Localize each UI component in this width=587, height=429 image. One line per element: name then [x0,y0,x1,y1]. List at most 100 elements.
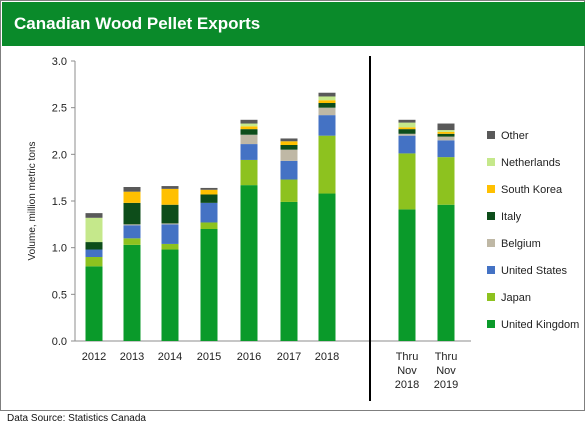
bar-segment-italy [280,145,298,150]
bar-segment-united-states [280,160,298,180]
x-tick-label: 2013 [120,351,144,363]
legend-label-netherlands: Netherlands [501,157,561,169]
bar-segment-belgium [437,136,455,141]
legend-swatch-netherlands [487,158,495,166]
bar-segment-netherlands [240,123,258,127]
bar-segment-united-kingdom [161,249,179,341]
bar-segment-belgium [161,223,179,225]
chart-title: Canadian Wood Pellet Exports [14,14,261,33]
bar-segment-italy [161,204,179,224]
bar-segment-south-korea [240,126,258,130]
legend-swatch-south-korea [487,185,495,193]
bar-segment-united-states [318,115,336,136]
bar-segment-belgium [240,134,258,145]
bar-segment-other [85,213,103,218]
y-tick-label: 1.5 [52,196,67,208]
bar-segment-japan [437,157,455,205]
x-tick-label: 2017 [277,351,301,363]
bar-segment-japan [85,257,103,267]
legend-label-japan: Japan [501,292,531,304]
bar-segment-japan [318,135,336,194]
x-tick-label: 2012 [82,351,106,363]
legend-label-other: Other [501,130,529,142]
bar-segment-japan [280,179,298,202]
bar-segment-united-states [85,249,103,257]
bar-segment-japan [123,238,141,245]
x-tick-label: 2018 [315,351,339,363]
bar-segment-belgium [123,224,141,226]
bar-segment-south-korea [280,141,298,145]
bar-segment-south-korea [398,127,416,130]
y-tick-label: 2.0 [52,149,67,161]
bar-segment-united-states [200,202,218,223]
bar-segment-japan [398,153,416,210]
bar-segment-italy [240,129,258,135]
bar-segment-united-states [398,135,416,154]
x-tick-label: Thru Nov 2019 [434,351,458,391]
bar-segment-united-states [437,140,455,158]
bar-segment-south-korea [161,188,179,205]
bar-segment-other [280,138,298,142]
bar-segment-united-kingdom [437,204,455,341]
bar-segment-japan [240,159,258,186]
legend-swatch-japan [487,293,495,301]
bar-segment-netherlands [398,122,416,128]
bar-segment-netherlands [437,130,455,132]
bar-segment-united-kingdom [200,229,218,341]
bar-segment-japan [161,243,179,250]
bar-segment-italy [123,202,141,225]
legend-swatch-other [487,131,495,139]
bar-segment-other [318,92,336,97]
bar-segment-italy [437,133,455,137]
bar-segment-other [161,186,179,189]
bar-segment-belgium [398,133,416,136]
bar-segment-south-korea [318,100,336,103]
bar-segment-belgium [280,149,298,161]
x-tick-label: 2015 [197,351,221,363]
bar-segment-united-states [161,224,179,244]
x-tick-label: Thru Nov 2018 [395,351,419,391]
title-bar: Canadian Wood Pellet Exports [2,2,585,46]
chart-plot: 0.0 0.5 1.0 1.5 2.0 2.5 3.0 Volume, million met… [27,56,579,401]
bar-segment-italy [85,242,103,250]
bar-segment-belgium [318,107,336,116]
bar-segment-other [200,187,218,190]
bar-segment-italy [398,129,416,134]
legend-swatch-italy [487,212,495,220]
legend-label-italy: Italy [501,211,522,223]
bar-segment-netherlands [85,217,103,243]
y-tick-label: 1.0 [52,243,67,255]
y-tick-label: 0.5 [52,289,67,301]
bar-segment-united-kingdom [123,244,141,341]
data-source-note: Data Source: Statistics Canada [7,413,146,424]
chart-frame: Canadian Wood Pellet Exports 0.0 0.5 1.0 1.… [0,0,585,411]
legend-swatch-united-states [487,266,495,274]
bar-segment-italy [318,103,336,108]
legend-swatch-united-kingdom [487,320,495,328]
bar-segment-italy [200,194,218,203]
bar-segment-united-states [240,144,258,160]
bar-segment-south-korea [437,131,455,134]
legend-label-united-states: United States [501,265,568,277]
bar-segment-united-kingdom [280,201,298,341]
y-tick-label: 0.0 [52,336,67,348]
legend-label-belgium: Belgium [501,238,541,250]
bar-segment-other [240,119,258,124]
bar-segment-united-kingdom [85,266,103,341]
legend-label-south-korea: South Korea [501,184,563,196]
bar-segment-other [398,119,416,123]
bar-segment-united-states [123,225,141,239]
x-tick-label: 2014 [158,351,182,363]
bar-segment-south-korea [200,189,218,195]
legend-label-united-kingdom: United Kingdom [501,319,579,331]
y-axis-label: Volume, million metric tons [27,142,38,261]
bar-segment-united-kingdom [318,193,336,341]
x-tick-label: 2016 [237,351,261,363]
bar-segment-south-korea [123,191,141,203]
bar-segment-other [123,187,141,192]
bar-segment-japan [200,222,218,229]
bar-segment-netherlands [318,96,336,101]
bar-segment-other [437,123,455,131]
y-tick-label: 2.5 [52,103,67,115]
y-tick-label: 3.0 [52,56,67,68]
